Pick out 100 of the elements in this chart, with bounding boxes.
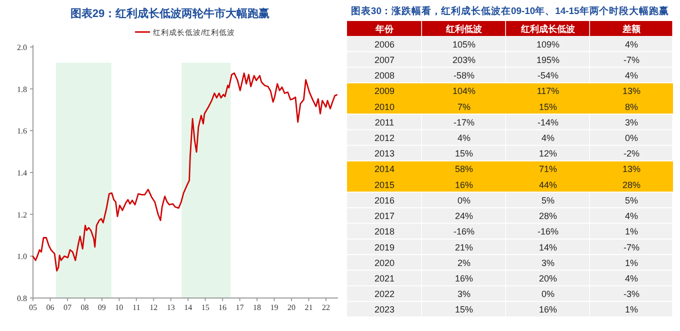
- y-tick-label: 2007: [374, 54, 395, 65]
- y-tick-label: 2010: [374, 102, 395, 112]
- text: 28%: [538, 211, 558, 222]
- text: 58%: [454, 164, 474, 174]
- text: -58%: [453, 70, 475, 81]
- text: 4%: [624, 39, 638, 50]
- y-tick-label: 2011: [374, 117, 394, 128]
- x-tick-label: 21: [304, 303, 313, 312]
- text: 195%: [536, 54, 560, 65]
- y-tick-label: 2021: [374, 273, 395, 284]
- y-tick-label: 1.8: [17, 84, 27, 94]
- y-tick-label: 2009: [374, 86, 395, 96]
- y-tick-label: 1.6: [17, 126, 27, 136]
- x-tick-label: 红利低波: [445, 24, 483, 34]
- y-tick-label: 2022: [374, 289, 395, 300]
- y-tick-label: 2019: [374, 242, 395, 252]
- text: 3%: [457, 289, 471, 300]
- y-tick-label: 2008: [374, 70, 395, 81]
- text: 117%: [536, 86, 560, 96]
- text: -2%: [623, 148, 640, 159]
- text: 16%: [538, 304, 558, 315]
- text: 4%: [457, 132, 471, 143]
- text: 24%: [454, 211, 474, 222]
- x-tick-label: 差额: [622, 24, 642, 34]
- x-tick-label: 红利成长低波: [520, 24, 576, 34]
- y-tick-label: 2016: [374, 195, 395, 206]
- text: 8%: [624, 102, 638, 112]
- text: 21%: [454, 242, 474, 252]
- x-tick-label: 06: [46, 303, 54, 312]
- text: -3%: [623, 289, 640, 300]
- text: 12%: [538, 148, 558, 159]
- text: 15%: [538, 102, 558, 112]
- text: -16%: [537, 226, 559, 237]
- text: 5%: [624, 195, 638, 206]
- text: -17%: [453, 117, 475, 128]
- text: 105%: [452, 39, 476, 50]
- x-tick-label: 08: [80, 303, 89, 312]
- chart-title: 图表29：红利成长低波两轮牛市大幅跑赢: [70, 7, 270, 20]
- x-tick-label: 07: [63, 303, 72, 312]
- x-tick-label: 12: [150, 303, 158, 312]
- text: 109%: [536, 39, 560, 50]
- text: -14%: [537, 117, 559, 128]
- text: -7%: [623, 54, 640, 65]
- text: -7%: [623, 242, 640, 252]
- x-tick-label: 13: [166, 303, 175, 312]
- text: -54%: [537, 70, 559, 81]
- y-tick-label: 0.8: [17, 294, 27, 303]
- text: 1%: [624, 226, 638, 237]
- line-series: [32, 72, 338, 272]
- x-tick-label: 14: [184, 303, 192, 312]
- text: -16%: [453, 226, 475, 237]
- text: 3%: [624, 117, 638, 128]
- text: 13%: [622, 86, 641, 96]
- text: 13%: [622, 164, 641, 174]
- x-tick-label: 20: [287, 303, 296, 312]
- text: 44%: [538, 180, 558, 190]
- y-tick-label: 2017: [374, 211, 395, 222]
- text: 0%: [457, 195, 471, 206]
- text: 1%: [624, 258, 638, 268]
- x-tick-label: 10: [115, 303, 124, 312]
- x-tick-label: 05: [29, 303, 37, 312]
- text: 16%: [454, 180, 474, 190]
- y-axis-title: 年份: [374, 24, 394, 34]
- text: 3%: [541, 258, 555, 268]
- y-tick-label: 1.2: [17, 210, 27, 220]
- x-tick-label: 15: [201, 303, 210, 312]
- text: 1%: [624, 304, 638, 315]
- text: 4%: [624, 273, 638, 284]
- text: 15%: [454, 304, 474, 315]
- y-tick-label: 2023: [374, 304, 395, 315]
- y-tick-label: 1.4: [17, 168, 27, 178]
- text: 0%: [541, 289, 555, 300]
- x-tick-label: 18: [253, 303, 262, 312]
- chart-title: 图表30：涨跌幅看，红利成长低波在09-10年、14-15年两个时段大幅跑赢: [351, 5, 670, 17]
- y-tick-label: 2013: [374, 148, 395, 159]
- text: 71%: [538, 164, 558, 174]
- text: 203%: [452, 54, 476, 65]
- text: 28%: [622, 180, 641, 190]
- x-tick-label: 16: [218, 303, 227, 312]
- text: 0%: [624, 132, 638, 143]
- y-tick-label: 2012: [374, 132, 395, 143]
- y-tick-label: 2020: [374, 258, 395, 268]
- y-tick-label: 2015: [374, 180, 395, 190]
- text: 2%: [457, 258, 471, 268]
- y-tick-label: 2006: [374, 39, 395, 50]
- text: 15%: [454, 148, 474, 159]
- x-tick-label: 11: [132, 303, 140, 312]
- text: 16%: [454, 273, 474, 284]
- text: 104%: [452, 86, 476, 96]
- y-tick-label: 2018: [374, 226, 395, 237]
- y-tick-label: 1.0: [17, 252, 27, 262]
- text: 20%: [538, 273, 558, 284]
- text: 4%: [624, 211, 638, 222]
- y-tick-label: 2.0: [17, 43, 27, 52]
- text: 4%: [624, 70, 638, 81]
- x-tick-label: 17: [236, 303, 244, 312]
- y-tick-label: 2014: [374, 164, 395, 174]
- x-tick-label: 09: [98, 303, 106, 312]
- x-tick-label: 22: [322, 303, 330, 312]
- text: 14%: [538, 242, 558, 252]
